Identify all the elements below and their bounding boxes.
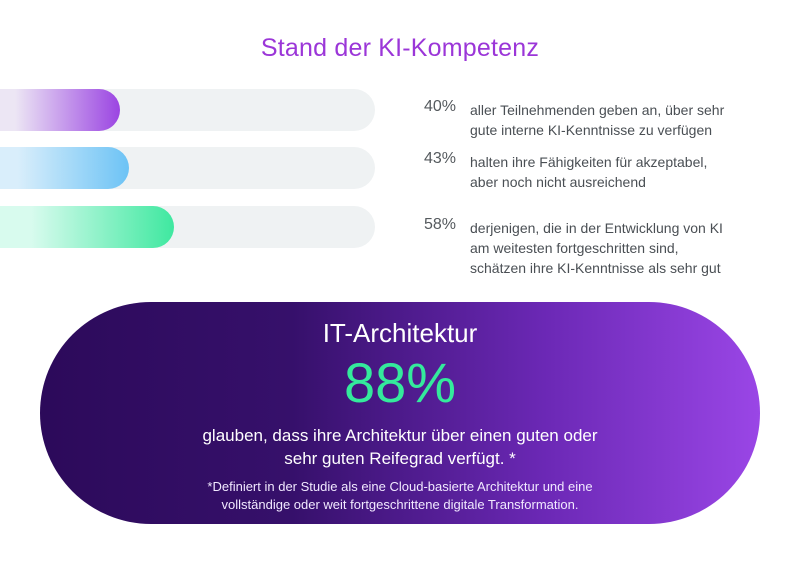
bar-fill [0, 206, 174, 248]
stat-description-line: schätzen ihre KI-Kenntnisse als sehr gut [470, 260, 721, 276]
stat-percentage: 40% [424, 98, 457, 115]
stat-percentage: 58% [424, 216, 457, 233]
footnote: *Definiert in der Studie als eine Cloud-… [150, 478, 650, 514]
stat-description-line: gute interne KI-Kenntnisse zu verfügen [470, 122, 713, 138]
stat-description: aller Teilnehmenden geben an, über sehr … [470, 100, 790, 140]
highlight-description-line: sehr guten Reifegrad verfügt. * [284, 449, 516, 468]
highlight-description: glauben, dass ihre Architektur über eine… [150, 424, 650, 470]
bar-fill [0, 147, 129, 189]
stat-description: halten ihre Fähigkeiten für akzeptabel, … [470, 152, 790, 192]
footnote-line: vollständige oder weit fortgeschrittene … [221, 497, 579, 512]
footnote-line: *Definiert in der Studie als eine Cloud-… [207, 479, 593, 494]
bar-fill [0, 89, 120, 131]
stat-description-line: derjenigen, die in der Entwicklung von K… [470, 220, 723, 236]
chart-title: Stand der KI-Kompetenz [260, 34, 540, 62]
highlight-title: IT-Architektur [322, 318, 478, 348]
highlight-description-line: glauben, dass ihre Architektur über eine… [202, 426, 598, 445]
stat-description-line: am weitesten fortgeschritten sind, [470, 240, 679, 256]
it-architecture-highlight: IT-Architektur 88% glauben, dass ihre Ar… [40, 302, 760, 524]
stat-description-line: aber noch nicht ausreichend [470, 174, 646, 190]
bar-chart [0, 89, 375, 248]
stat-description: derjenigen, die in der Entwicklung von K… [470, 218, 790, 278]
highlight-value: 88% [343, 351, 457, 414]
stat-description-line: halten ihre Fähigkeiten für akzeptabel, [470, 154, 708, 170]
stat-description-line: aller Teilnehmenden geben an, über sehr [470, 102, 725, 118]
stat-percentage: 43% [424, 150, 457, 167]
